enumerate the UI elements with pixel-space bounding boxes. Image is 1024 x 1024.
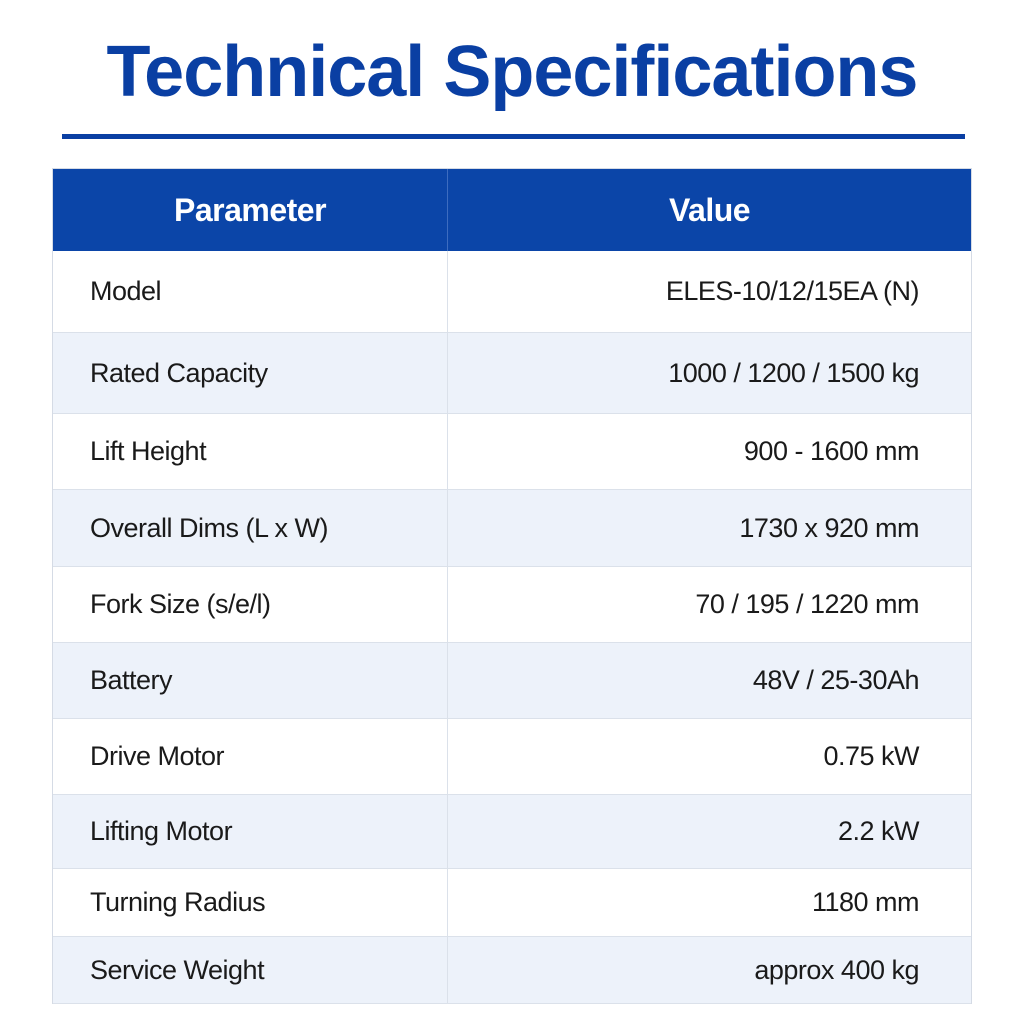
value-cell: 1000 / 1200 / 1500 kg <box>668 357 919 388</box>
value-cell: 1180 mm <box>811 887 920 917</box>
parameter-cell: Overall Dims (L x W) <box>53 490 448 566</box>
header-cell: Value <box>668 191 751 228</box>
value-cell: 0.75 kW <box>823 741 919 771</box>
table-row: Model ELES-10/12/15EA (N) <box>53 251 971 333</box>
table-row: Battery 48V / 25-30Ah <box>53 643 971 719</box>
header-row: Parameter Value <box>53 169 971 251</box>
parameter-cell: Drive Motor <box>53 719 448 794</box>
value-cell: ELES-10/12/15EA (N) <box>665 276 920 306</box>
table-row: Lifting Motor 2.2 kW <box>53 795 971 869</box>
value-cell: 900 - 1600 mm <box>743 436 920 466</box>
value-cell: 2.2 kW <box>837 816 920 846</box>
parameter-cell: Service Weight <box>53 937 448 1003</box>
table-row: Overall Dims (L x W) 1730 x 920 mm <box>53 490 971 567</box>
parameter-cell: Model <box>53 251 448 332</box>
table-row: Lift Height 900 - 1600 mm <box>53 414 971 490</box>
title: Technical Specifications <box>106 32 919 112</box>
parameter-cell: Lifting Motor <box>53 795 448 868</box>
table-row: Turning Radius 1180 mm <box>53 869 971 937</box>
parameter-cell: Lift Height <box>53 414 448 489</box>
title-rule <box>62 134 965 139</box>
parameter-cell: Turning Radius <box>53 869 448 936</box>
parameter-cell: Rated Capacity <box>53 333 448 413</box>
value-cell: approx 400 kg <box>754 954 919 985</box>
spec-table: Parameter Value Model ELES-10/12/15EA (N) Ra… <box>52 168 972 1004</box>
table-row: Service Weight approx 400 kg <box>53 937 971 1004</box>
value-cell: 1730 x 920 mm <box>739 512 919 543</box>
header-cell: Parameter <box>53 169 448 251</box>
value-cell: 70 / 195 / 1220 mm <box>695 589 919 619</box>
parameter-cell: Fork Size (s/e/l) <box>53 567 448 642</box>
table-row: Rated Capacity 1000 / 1200 / 1500 kg <box>53 333 971 414</box>
parameter-cell: Battery <box>53 643 448 718</box>
table-row: Fork Size (s/e/l) 70 / 195 / 1220 mm <box>53 567 971 643</box>
table-row: Drive Motor 0.75 kW <box>53 719 971 795</box>
value-cell: 48V / 25-30Ah <box>752 665 920 695</box>
